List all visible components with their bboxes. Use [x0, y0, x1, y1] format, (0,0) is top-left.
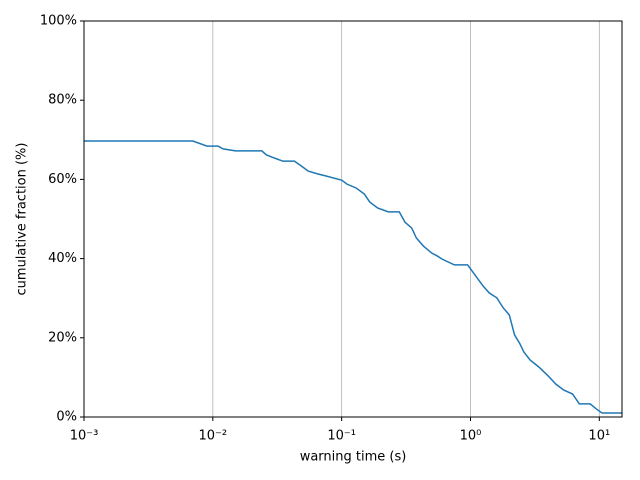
x-tick-label: 10⁰ — [460, 429, 482, 444]
data-line — [84, 140, 622, 414]
plot-frame — [83, 20, 623, 418]
x-axis-label: warning time (s) — [300, 450, 407, 465]
x-tick-label: 10⁻² — [199, 429, 228, 444]
y-axis-label: cumulative fraction (%) — [15, 143, 30, 296]
y-tick-label: 40% — [48, 251, 77, 266]
x-tick-label: 10¹ — [588, 429, 610, 444]
y-tick-label: 80% — [48, 93, 77, 108]
y-tick-label: 100% — [40, 14, 77, 29]
y-tick-label: 60% — [48, 172, 77, 187]
x-tick-label: 10⁻³ — [70, 429, 99, 444]
y-tick-label: 0% — [56, 410, 77, 425]
y-tick-label: 20% — [48, 330, 77, 345]
x-tick-label: 10⁻¹ — [327, 429, 356, 444]
